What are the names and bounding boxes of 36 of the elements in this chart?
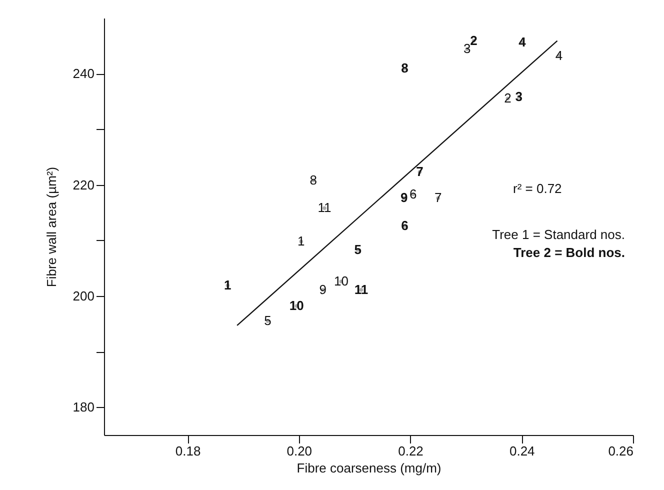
annotation: 4	[555, 48, 563, 63]
annotation: r² = 0.72	[513, 180, 562, 196]
annotation: 5	[264, 313, 272, 328]
annotation: 2	[504, 90, 512, 106]
x-tick-label: 0.20	[286, 444, 312, 458]
x-tick-label: 0.26	[608, 444, 634, 458]
annotation: 6	[409, 186, 417, 202]
x-axis-title: Fibre coarseness (mg/m)	[296, 460, 442, 476]
annotation: 10	[334, 274, 348, 289]
annotation: 7	[416, 164, 424, 180]
text: Tree 1 = Standard nos.	[492, 226, 625, 242]
annotation: 3	[463, 41, 471, 56]
y-tick-label: 200	[72, 288, 94, 304]
annotation: 6	[401, 218, 408, 233]
annotation: 2	[470, 32, 478, 48]
y-axis-title: Fibre wall area (µm²)	[44, 166, 59, 288]
annotation: 5	[354, 242, 362, 257]
annotation: 9	[319, 282, 326, 297]
annotation: 3	[515, 88, 522, 104]
text: Tree 2 = Bold nos.	[513, 244, 625, 260]
annotation: 11	[318, 200, 332, 216]
annotation: 7	[434, 190, 442, 206]
annotation: 9	[400, 190, 408, 206]
x-tick-label: 0.18	[175, 444, 201, 458]
annotation: 1	[298, 234, 305, 249]
y-tick-label: 180	[72, 400, 94, 415]
annotation: 10	[289, 298, 304, 314]
annotation: 8	[401, 60, 408, 76]
annotation: 1	[224, 277, 232, 292]
y-tick-label: 220	[72, 177, 94, 192]
annotation: 8	[310, 172, 317, 188]
y-tick-label: 240	[72, 66, 94, 82]
x-tick-label: 0.24	[509, 444, 535, 458]
annotation: 11	[354, 282, 368, 297]
annotation: 4	[518, 34, 527, 50]
x-tick-label: 0.22	[398, 444, 424, 458]
